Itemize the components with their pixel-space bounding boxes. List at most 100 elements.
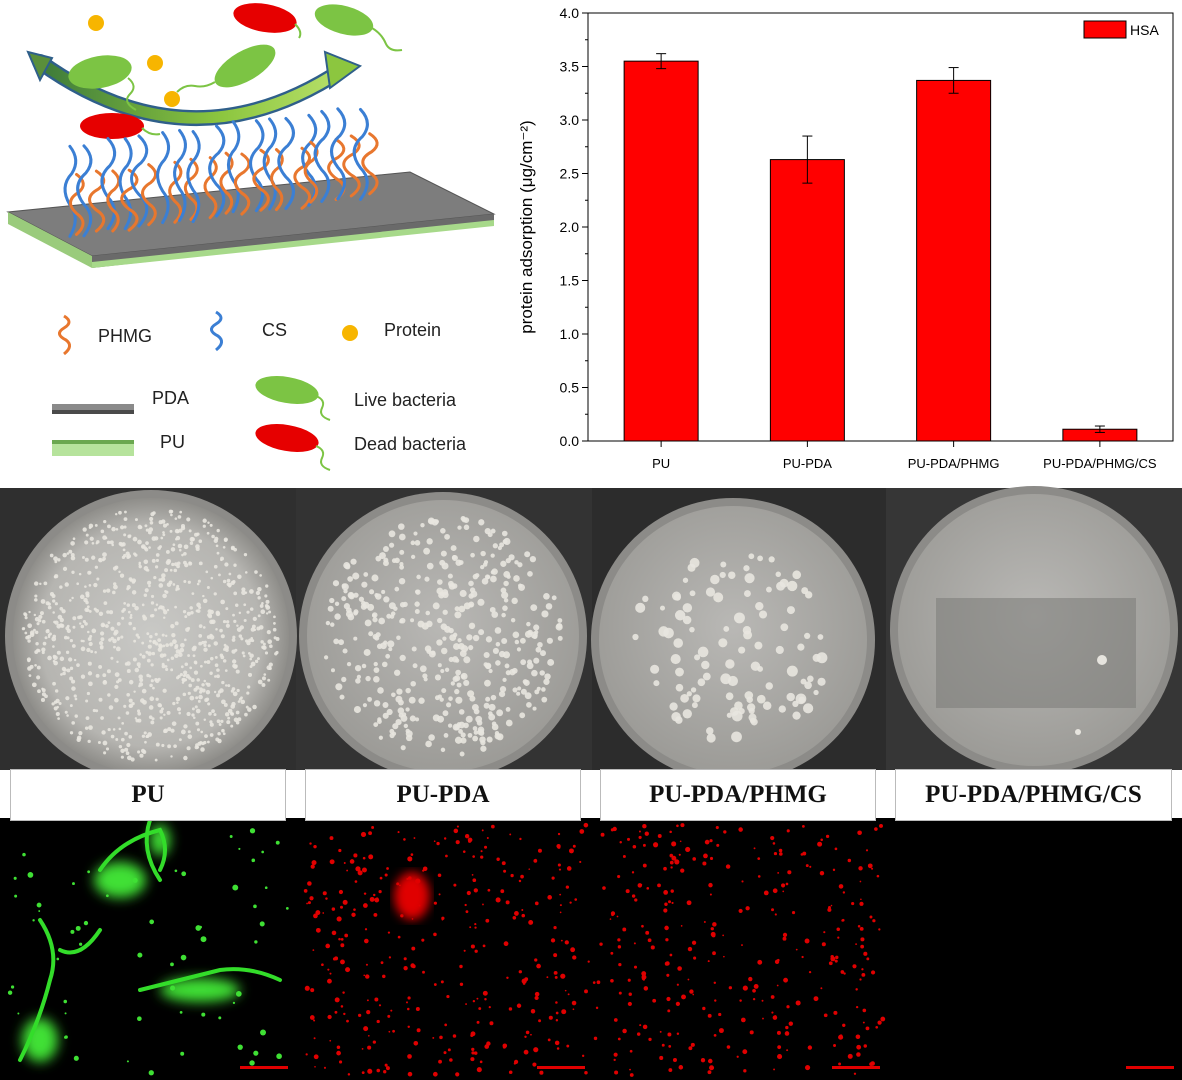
fluorescent-cell xyxy=(548,1015,553,1020)
fluorescent-cell xyxy=(390,1009,393,1012)
fluorescent-cell xyxy=(859,880,862,883)
fluorescent-cell xyxy=(690,1042,695,1047)
colony xyxy=(486,736,493,743)
colony xyxy=(221,699,226,705)
x-tick-label: PU-PDA/PHMG/CS xyxy=(1043,456,1157,471)
fluorescent-cell xyxy=(564,989,567,992)
colony xyxy=(227,684,231,688)
colony xyxy=(503,580,509,587)
colony xyxy=(94,650,97,654)
fluorescent-cell xyxy=(332,957,337,961)
colony xyxy=(557,635,563,641)
fluorescent-cell xyxy=(676,824,679,828)
colony xyxy=(70,541,75,546)
colony xyxy=(461,674,466,679)
fluorescent-cell xyxy=(757,857,761,861)
colony xyxy=(188,676,192,680)
fluorescent-cell xyxy=(229,835,233,838)
colony xyxy=(214,663,219,668)
fluorescent-cell xyxy=(366,1010,371,1015)
colony xyxy=(200,747,205,752)
colony xyxy=(442,710,449,717)
colony xyxy=(725,692,734,701)
colony xyxy=(467,690,475,698)
fluorescent-cell xyxy=(784,1031,790,1036)
colony xyxy=(697,646,709,658)
petri-dish-pu-pda-phmg-cs xyxy=(890,486,1178,774)
colony xyxy=(116,622,121,626)
colony xyxy=(202,524,206,528)
fluorescent-cell xyxy=(740,1017,746,1023)
colony xyxy=(252,704,257,710)
fluorescent-cell xyxy=(368,854,374,860)
colony xyxy=(71,644,76,648)
fluorescent-cell xyxy=(622,1028,627,1034)
protein-icon xyxy=(164,91,180,107)
fluorescent-cell xyxy=(17,1012,20,1015)
fluorescent-cell xyxy=(558,868,562,871)
colony xyxy=(541,687,546,692)
colony xyxy=(219,628,223,633)
fluorescent-cell xyxy=(539,1070,544,1075)
colony xyxy=(157,647,162,652)
colony xyxy=(689,590,696,597)
colony xyxy=(247,707,252,712)
fluorescent-cell xyxy=(663,866,667,871)
colony xyxy=(208,711,212,716)
fluorescent-cell xyxy=(820,987,823,990)
colony xyxy=(505,719,513,727)
colony xyxy=(151,558,156,563)
colony xyxy=(480,550,486,557)
colony xyxy=(170,668,174,672)
colony xyxy=(526,702,532,708)
colony xyxy=(183,724,188,729)
colony xyxy=(87,630,90,634)
colony xyxy=(52,659,56,663)
colony xyxy=(512,631,520,639)
colony xyxy=(130,757,135,762)
colony xyxy=(183,544,189,550)
fluorescent-cell xyxy=(743,1069,747,1073)
fluorescent-cell xyxy=(421,938,425,942)
colony xyxy=(451,555,457,560)
cs-chain xyxy=(330,107,347,201)
fluorescent-cell xyxy=(776,1030,781,1035)
colony xyxy=(220,599,225,605)
colony xyxy=(413,531,418,536)
colony xyxy=(273,615,276,619)
fluorescent-cell xyxy=(707,1058,713,1064)
fluorescent-cell xyxy=(433,840,436,843)
colony xyxy=(199,664,203,668)
fluorescent-cell xyxy=(851,901,855,906)
colony xyxy=(214,655,218,659)
fluorescent-cell xyxy=(564,940,569,945)
colony xyxy=(131,578,137,583)
fluorescent-cell xyxy=(64,1012,67,1015)
fluorescent-cell xyxy=(465,910,469,914)
petri-dish-photos xyxy=(0,486,1182,782)
colony xyxy=(143,546,148,551)
colony xyxy=(541,696,548,703)
colony xyxy=(361,663,367,669)
colony xyxy=(535,646,542,653)
fluorescent-cell xyxy=(342,899,348,905)
colony xyxy=(399,617,406,624)
colony xyxy=(408,696,416,704)
fluorescent-cell xyxy=(344,933,349,938)
colony xyxy=(472,573,479,580)
fluorescent-cell xyxy=(521,909,524,911)
colony xyxy=(182,609,187,614)
colony xyxy=(59,617,64,623)
fluorescent-cell xyxy=(322,912,325,914)
fluorescent-cell xyxy=(827,907,832,912)
fluorescent-cell xyxy=(137,952,143,958)
colony xyxy=(779,578,789,588)
colony xyxy=(241,587,246,592)
colony xyxy=(718,638,728,648)
colony xyxy=(224,645,229,651)
colony xyxy=(163,616,166,619)
protein-icon xyxy=(342,325,358,341)
fluorescent-cell xyxy=(474,926,477,929)
fluorescent-cell xyxy=(680,823,685,828)
fluorescent-cell xyxy=(407,1054,412,1059)
